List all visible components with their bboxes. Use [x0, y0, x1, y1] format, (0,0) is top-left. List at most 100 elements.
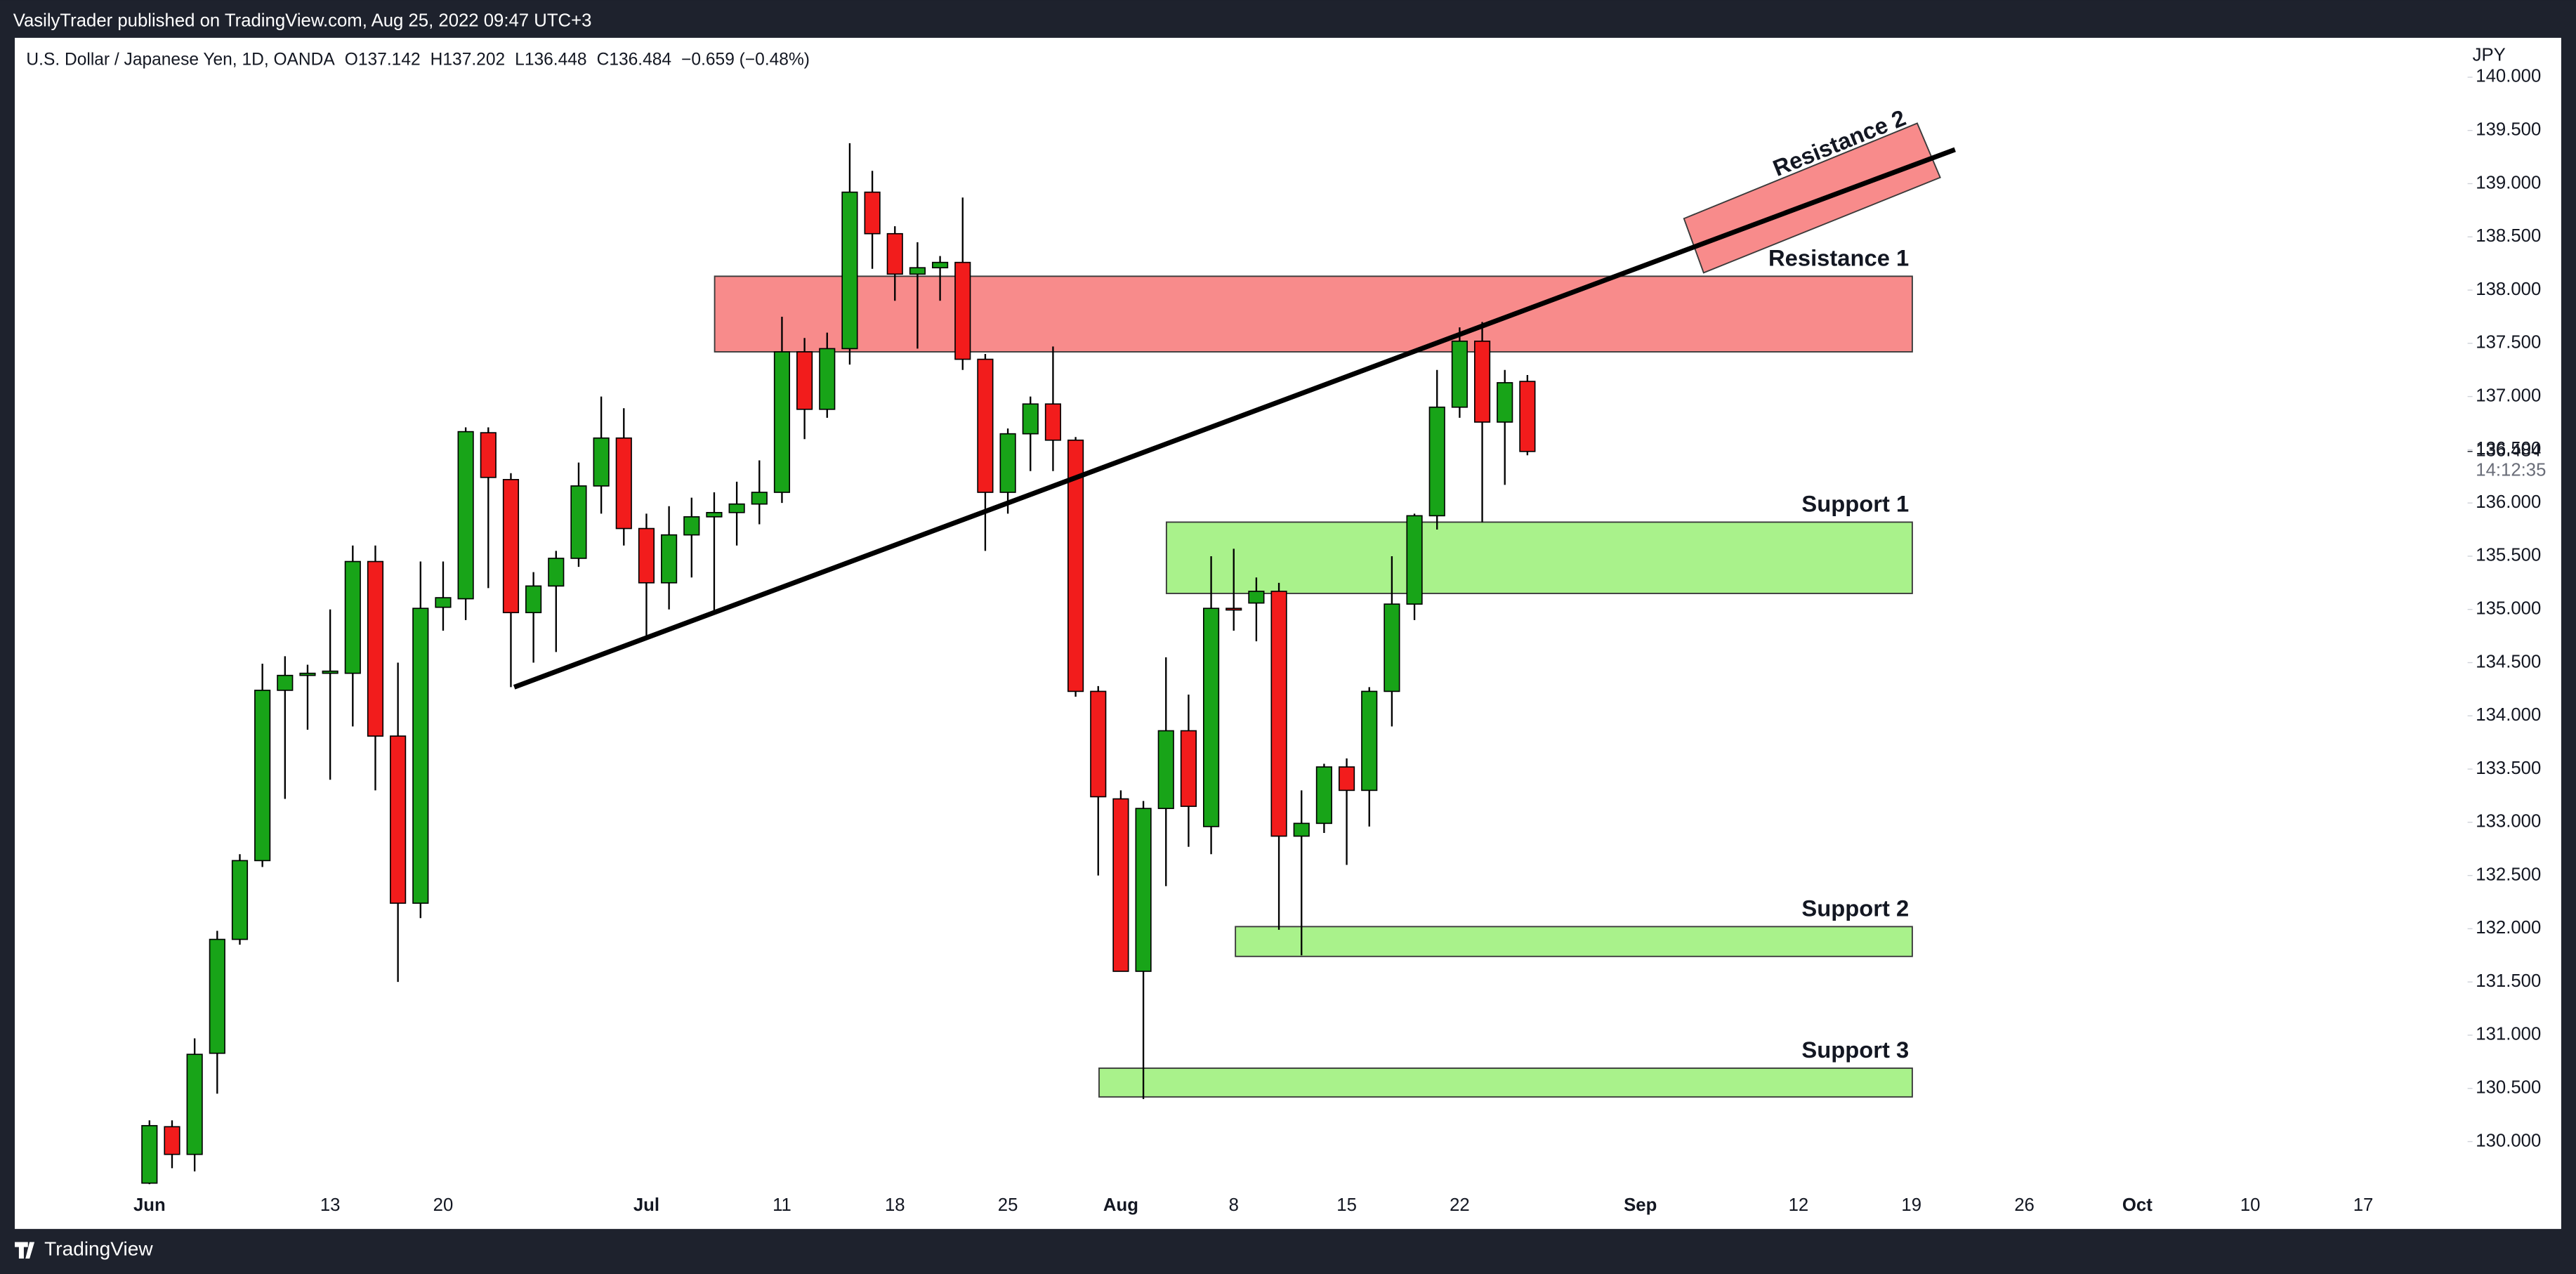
y-tick-label: 131.000 — [2476, 1025, 2541, 1044]
last-price-label: 136.484 — [2476, 441, 2541, 461]
published-line: VasilyTrader published on TradingView.co… — [13, 11, 592, 30]
candle-body — [661, 534, 678, 584]
ohlc-open: O137.142 — [345, 51, 421, 70]
candle-body — [412, 608, 429, 904]
logo-icon — [15, 1242, 35, 1259]
candle-body — [1270, 591, 1287, 837]
candle-body — [1044, 403, 1062, 441]
candle-body — [209, 938, 225, 1054]
symbol: U.S. Dollar / Japanese Yen, 1D, OANDA — [26, 51, 335, 70]
candle-body — [502, 479, 520, 614]
x-tick-label: 11 — [773, 1195, 791, 1215]
y-tick-label: 132.000 — [2476, 918, 2541, 938]
candle-body — [367, 560, 384, 737]
candle-body — [1384, 603, 1400, 692]
candle-body — [1248, 591, 1265, 604]
candle-body — [1338, 766, 1355, 792]
y-tick-label: 139.000 — [2476, 173, 2541, 192]
candle-body — [954, 261, 971, 360]
candle-body — [164, 1126, 180, 1155]
y-tick-label: 133.000 — [2476, 812, 2541, 832]
candle-body — [548, 558, 565, 587]
candle-body — [480, 432, 497, 478]
y-tick-label: 130.500 — [2476, 1078, 2541, 1098]
y-tick-label: 136.500 — [2476, 439, 2541, 459]
candle-body — [1112, 798, 1129, 972]
x-tick-label: 25 — [998, 1195, 1018, 1215]
candle-body — [1157, 730, 1174, 809]
footer-brand: TradingView — [44, 1238, 153, 1260]
candle-body — [841, 191, 858, 350]
zone-label: Support 3 — [1801, 1037, 1909, 1063]
x-tick-label: 20 — [433, 1195, 454, 1215]
candle-body — [1497, 382, 1513, 423]
candle-body — [819, 348, 836, 410]
candle-body — [1361, 690, 1378, 792]
x-tick-label: 17 — [2353, 1195, 2374, 1215]
candle-body — [1473, 340, 1491, 423]
countdown-label: 14:12:35 — [2476, 461, 2546, 480]
x-tick-label: 12 — [1789, 1195, 1809, 1215]
y-tick-label: 139.500 — [2476, 120, 2541, 140]
ohlc-low: L136.448 — [515, 51, 586, 70]
y-tick-label: 135.500 — [2476, 546, 2541, 565]
x-tick-label: 13 — [320, 1195, 341, 1215]
y-tick-label: 130.000 — [2476, 1131, 2541, 1150]
candle-body — [977, 358, 994, 493]
candle-body — [525, 585, 542, 614]
candle-body — [186, 1053, 203, 1155]
footer-logo — [15, 1242, 35, 1259]
candle-body — [638, 527, 655, 584]
zone — [714, 275, 1913, 353]
x-tick-label: 18 — [885, 1195, 905, 1215]
candle-body — [1451, 340, 1468, 408]
x-tick-label: Oct — [2122, 1195, 2153, 1215]
x-tick-label: 10 — [2240, 1195, 2261, 1215]
x-tick-label: 26 — [2014, 1195, 2035, 1215]
y-tick-label: 138.000 — [2476, 280, 2541, 299]
candle-body — [322, 670, 339, 674]
candle-body — [886, 232, 903, 275]
y-tick-label: 138.500 — [2476, 226, 2541, 246]
zone — [1098, 1067, 1913, 1098]
candle-body — [615, 437, 632, 530]
candle-body — [1180, 730, 1197, 807]
candle-body — [932, 261, 949, 269]
candle-body — [457, 431, 474, 600]
y-tick-label: 137.000 — [2476, 386, 2541, 405]
zone — [1235, 926, 1913, 957]
y-tick-label: 134.500 — [2476, 652, 2541, 671]
candle-body — [1293, 822, 1310, 837]
candle-body — [1428, 406, 1445, 517]
zone — [1165, 521, 1913, 594]
candle-body — [231, 860, 249, 940]
candle-body — [344, 560, 361, 674]
x-tick-label: Jun — [133, 1195, 166, 1215]
ohlc-high: H137.202 — [431, 51, 505, 70]
currency-label: JPY — [2473, 45, 2506, 65]
x-tick-label: Aug — [1103, 1195, 1138, 1215]
y-tick-label: 132.500 — [2476, 865, 2541, 884]
x-tick-label: Sep — [1624, 1195, 1657, 1215]
candle-body — [1090, 690, 1107, 798]
y-tick-label: 134.000 — [2476, 705, 2541, 725]
candle-body — [728, 503, 745, 513]
ohlc-close: C136.484 — [597, 51, 671, 70]
candle-body — [1225, 608, 1242, 611]
x-tick-label: 15 — [1336, 1195, 1357, 1215]
candle-body — [683, 516, 700, 536]
candle-body — [1315, 766, 1332, 825]
candle-body — [277, 674, 294, 691]
x-tick-label: 22 — [1450, 1195, 1470, 1215]
candle-body — [909, 267, 926, 275]
x-tick-label: Jul — [633, 1195, 659, 1215]
y-tick-label: 140.000 — [2476, 67, 2541, 86]
zone-label: Support 2 — [1801, 895, 1909, 921]
y-tick-label: 135.000 — [2476, 599, 2541, 619]
zone-label: Resistance 1 — [1768, 245, 1909, 271]
y-tick-label: 136.000 — [2476, 492, 2541, 512]
candle-body — [254, 690, 271, 862]
candle-body — [1022, 403, 1039, 435]
